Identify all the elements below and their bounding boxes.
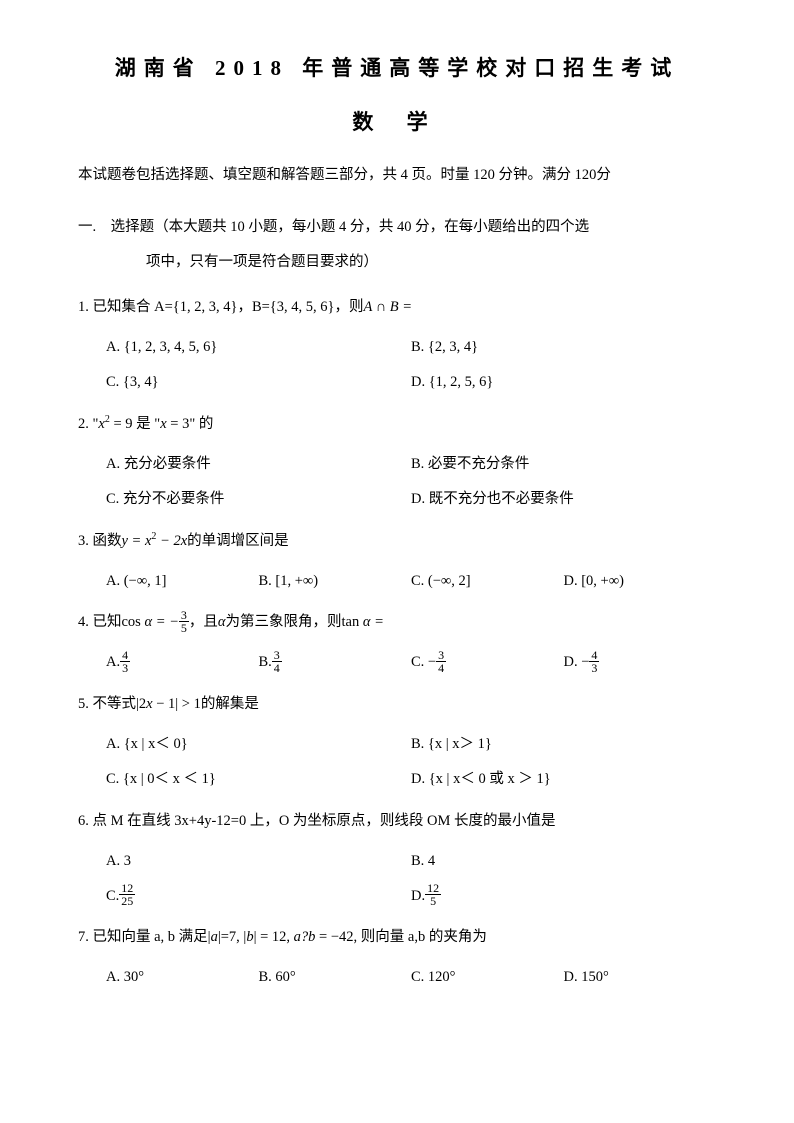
q4-alpha3: α = bbox=[359, 614, 384, 630]
q1-opt-a: A. {1, 2, 3, 4, 5, 6} bbox=[106, 330, 411, 365]
q3-opt-c: C. (−∞, 2] bbox=[411, 564, 564, 599]
frac-d: 4 bbox=[272, 662, 282, 674]
frac-n: 4 bbox=[589, 649, 599, 662]
q7-opt-c: C. 120° bbox=[411, 960, 564, 995]
q6-opt-c: C.1225 bbox=[106, 879, 411, 914]
question-7: 7. 已知向量 a, b 满足|a|=7, |b| = 12, a?b = −4… bbox=[78, 923, 716, 952]
q2-p2: = 9 是 " bbox=[110, 416, 160, 432]
q7-p1: 7. 已知向量 a, b 满足| bbox=[78, 929, 211, 945]
q5-options: A. {x | x＜ 0} B. {x | x＞ 1} C. {x | 0＜ x… bbox=[78, 727, 716, 797]
exam-title: 湖南省 2018 年普通高等学校对口招生考试 bbox=[78, 52, 716, 82]
question-4: 4. 已知cos α = −35，且α为第三象限角，则tan α = bbox=[78, 608, 716, 637]
q2-opt-b: B. 必要不充分条件 bbox=[411, 447, 716, 482]
q6-d-frac: 125 bbox=[425, 882, 441, 907]
frac-n: 12 bbox=[425, 882, 441, 895]
q7-ab: a?b bbox=[294, 929, 316, 945]
q6-opt-a: A. 3 bbox=[106, 844, 411, 879]
q7-p2: |=7, | bbox=[218, 929, 246, 945]
q2-p1: 2. " bbox=[78, 416, 98, 432]
q4-b-frac: 34 bbox=[272, 649, 282, 674]
q4-c-frac: 34 bbox=[436, 649, 446, 674]
q1-opt-c: C. {3, 4} bbox=[106, 365, 411, 400]
q3-opt-b: B. [1, +∞) bbox=[259, 564, 412, 599]
q7-opt-a: A. 30° bbox=[106, 960, 259, 995]
q3-eq2: − 2x bbox=[156, 533, 187, 549]
frac-n: 12 bbox=[119, 882, 135, 895]
q3-p1: 3. 函数 bbox=[78, 533, 122, 549]
q4-b-lbl: B. bbox=[259, 654, 272, 670]
q4-a-lbl: A. bbox=[106, 654, 120, 670]
q4-p2: ，且 bbox=[189, 614, 218, 630]
q1-opt-d: D. {1, 2, 5, 6} bbox=[411, 365, 716, 400]
q6-opt-d: D.125 bbox=[411, 879, 716, 914]
q6-d-lbl: D. bbox=[411, 888, 425, 904]
q4-d-lbl: D. − bbox=[564, 654, 590, 670]
q5-opt-b: B. {x | x＞ 1} bbox=[411, 727, 716, 762]
q7-options: A. 30° B. 60° C. 120° D. 150° bbox=[78, 960, 716, 995]
frac-n: 3 bbox=[179, 609, 189, 622]
section-1-line1: 一. 选择题（本大题共 10 小题，每小题 4 分，共 40 分，在每小题给出的… bbox=[78, 219, 589, 235]
q4-c-lbl: C. − bbox=[411, 654, 436, 670]
q7-a: a bbox=[211, 929, 218, 945]
q7-p4: = −42, 则向量 a,b 的夹角为 bbox=[315, 929, 486, 945]
q1-opt-b: B. {2, 3, 4} bbox=[411, 330, 716, 365]
q5-opt-c: C. {x | 0＜ x ＜ 1} bbox=[106, 762, 411, 797]
frac-d: 25 bbox=[119, 895, 135, 907]
question-5: 5. 不等式|2x − 1| > 1的解集是 bbox=[78, 690, 716, 719]
q2-opt-d: D. 既不充分也不必要条件 bbox=[411, 482, 716, 517]
q6-c-frac: 1225 bbox=[119, 882, 135, 907]
q7-b: b bbox=[246, 929, 253, 945]
q4-alpha1: α = − bbox=[141, 614, 179, 630]
q5-p2: − 1| > 1的解集是 bbox=[153, 696, 259, 712]
frac-d: 5 bbox=[179, 622, 189, 634]
q4-p1: 4. 已知cos bbox=[78, 614, 141, 630]
q4-opt-a: A.43 bbox=[106, 645, 259, 680]
q3-options: A. (−∞, 1] B. [1, +∞) C. (−∞, 2] D. [0, … bbox=[78, 564, 716, 599]
q4-options: A.43 B.34 C. −34 D. −43 bbox=[78, 645, 716, 680]
q2-opt-a: A. 充分必要条件 bbox=[106, 447, 411, 482]
q5-opt-d: D. {x | x＜ 0 或 x ＞ 1} bbox=[411, 762, 716, 797]
q6-options: A. 3 B. 4 C.1225 D.125 bbox=[78, 844, 716, 914]
section-1-header: 一. 选择题（本大题共 10 小题，每小题 4 分，共 40 分，在每小题给出的… bbox=[112, 210, 716, 280]
q7-opt-b: B. 60° bbox=[259, 960, 412, 995]
q4-alpha2: α bbox=[218, 614, 226, 630]
q3-opt-d: D. [0, +∞) bbox=[564, 564, 717, 599]
q5-opt-a: A. {x | x＜ 0} bbox=[106, 727, 411, 762]
frac-n: 4 bbox=[120, 649, 130, 662]
q6-c-lbl: C. bbox=[106, 888, 119, 904]
exam-intro: 本试题卷包括选择题、填空题和解答题三部分，共 4 页。时量 120 分钟。满分 … bbox=[78, 160, 716, 192]
section-1-line2: 项中，只有一项是符合题目要求的） bbox=[146, 245, 716, 280]
q5-p1: 5. 不等式|2 bbox=[78, 696, 146, 712]
q2-p3: = 3" 的 bbox=[167, 416, 214, 432]
question-3: 3. 函数y = x2 − 2x的单调增区间是 bbox=[78, 527, 716, 556]
frac-d: 3 bbox=[589, 662, 599, 674]
q4-p3: 为第三象限角，则tan bbox=[226, 614, 360, 630]
q4-opt-b: B.34 bbox=[259, 645, 412, 680]
q2-opt-c: C. 充分不必要条件 bbox=[106, 482, 411, 517]
frac-d: 4 bbox=[436, 662, 446, 674]
q1-stem-prefix: 1. 已知集合 A={1, 2, 3, 4}，B={3, 4, 5, 6}，则 bbox=[78, 299, 363, 315]
q7-opt-d: D. 150° bbox=[564, 960, 717, 995]
q3-eq: y = x bbox=[122, 533, 152, 549]
q1-options: A. {1, 2, 3, 4, 5, 6} B. {2, 3, 4} C. {3… bbox=[78, 330, 716, 400]
exam-subject: 数 学 bbox=[78, 106, 716, 136]
question-1: 1. 已知集合 A={1, 2, 3, 4}，B={3, 4, 5, 6}，则A… bbox=[78, 293, 716, 322]
frac-n: 3 bbox=[436, 649, 446, 662]
frac-n: 3 bbox=[272, 649, 282, 662]
q7-p3: | = 12, bbox=[254, 929, 294, 945]
q4-d-frac: 43 bbox=[589, 649, 599, 674]
frac-d: 3 bbox=[120, 662, 130, 674]
q4-frac-35: 35 bbox=[179, 609, 189, 634]
question-6: 6. 点 M 在直线 3x+4y-12=0 上，O 为坐标原点，则线段 OM 长… bbox=[78, 807, 716, 836]
q6-opt-b: B. 4 bbox=[411, 844, 716, 879]
q4-opt-d: D. −43 bbox=[564, 645, 717, 680]
q2-options: A. 充分必要条件 B. 必要不充分条件 C. 充分不必要条件 D. 既不充分也… bbox=[78, 447, 716, 517]
q4-a-frac: 43 bbox=[120, 649, 130, 674]
frac-d: 5 bbox=[425, 895, 441, 907]
q3-p2: 的单调增区间是 bbox=[187, 533, 289, 549]
q3-opt-a: A. (−∞, 1] bbox=[106, 564, 259, 599]
q1-stem-suffix: A ∩ B = bbox=[363, 299, 412, 315]
q4-opt-c: C. −34 bbox=[411, 645, 564, 680]
question-2: 2. "x2 = 9 是 "x = 3" 的 bbox=[78, 410, 716, 439]
